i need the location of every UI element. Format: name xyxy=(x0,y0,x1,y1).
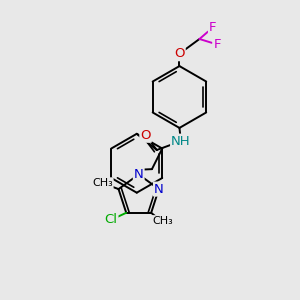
Text: O: O xyxy=(140,129,151,142)
Text: NH: NH xyxy=(171,135,191,148)
Text: N: N xyxy=(154,183,164,196)
Text: O: O xyxy=(174,47,185,60)
Text: Cl: Cl xyxy=(104,213,117,226)
Text: CH₃: CH₃ xyxy=(92,178,113,188)
Text: F: F xyxy=(209,21,217,34)
Text: CH₃: CH₃ xyxy=(153,216,173,226)
Text: F: F xyxy=(213,38,221,51)
Text: N: N xyxy=(134,168,144,181)
